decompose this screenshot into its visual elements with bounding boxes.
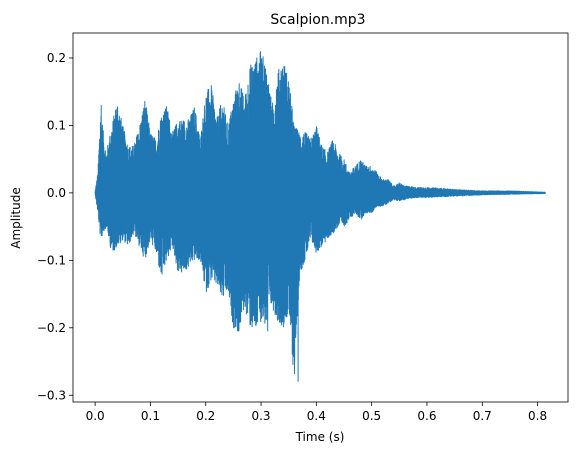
axes-frame (72, 32, 569, 403)
chart-title: Scalpion.mp3 (270, 12, 365, 28)
plot-area (72, 32, 569, 403)
x-axis: 0.0 0.1 0.2 0.3 0.4 0.5 0.6 0.7 0.8 (86, 402, 547, 423)
x-tick-label: 0.4 (307, 409, 326, 423)
y-axis-label: Amplitude (9, 187, 23, 249)
x-tick-label: 0.8 (528, 409, 547, 423)
y-tick-label: 0.0 (47, 186, 66, 200)
x-tick-label: 0.0 (86, 409, 105, 423)
x-tick-label: 0.1 (141, 409, 160, 423)
x-tick-label: 0.5 (362, 409, 381, 423)
y-tick-label: −0.3 (37, 388, 66, 402)
y-tick-label: 0.1 (47, 118, 66, 132)
y-tick-label: −0.1 (37, 253, 66, 267)
y-axis: −0.3 −0.2 −0.1 0.0 0.1 0.2 (37, 51, 73, 402)
waveform-line (94, 51, 546, 382)
x-tick-label: 0.6 (417, 409, 436, 423)
x-axis-label: Time (s) (295, 430, 345, 444)
x-tick-label: 0.3 (251, 409, 270, 423)
x-tick-label: 0.7 (473, 409, 492, 423)
y-tick-label: 0.2 (47, 51, 66, 65)
y-tick-label: −0.2 (37, 321, 66, 335)
x-tick-label: 0.2 (196, 409, 215, 423)
